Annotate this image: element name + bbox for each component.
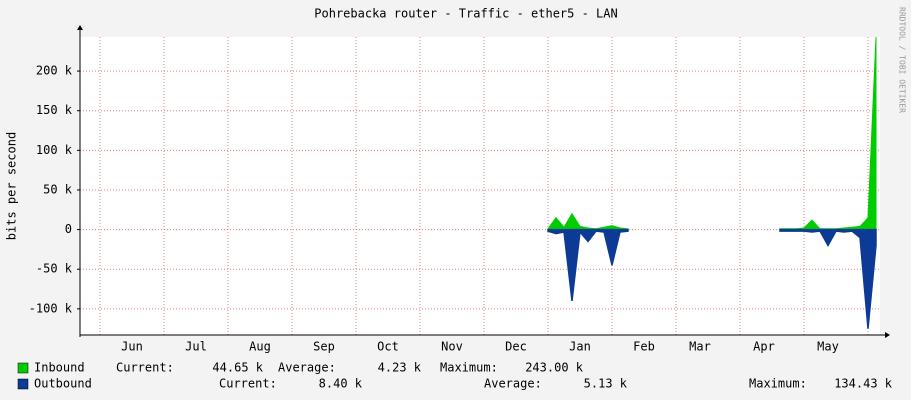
stat-label: Average: xyxy=(484,377,542,391)
y-tick-label: 50 k xyxy=(43,182,73,196)
y-tick-label: -100 k xyxy=(29,301,73,315)
y-tick-label: 0 xyxy=(65,222,72,236)
x-tick-label: Nov xyxy=(441,340,463,354)
x-tick-label: May xyxy=(817,340,839,354)
x-tick-label: Jun xyxy=(121,340,143,354)
x-tick-label: Apr xyxy=(753,340,775,354)
y-arrow xyxy=(77,25,83,30)
y-tick-label: -50 k xyxy=(36,262,73,276)
stat-label: Maximum: xyxy=(749,377,807,391)
y-tick-label: 100 k xyxy=(36,143,73,157)
stat-label: Current: xyxy=(219,377,277,391)
legend-label: Outbound xyxy=(34,377,92,391)
x-tick-label: Jul xyxy=(185,340,207,354)
axes xyxy=(77,25,890,338)
x-tick-label: Feb xyxy=(633,340,655,354)
grid: -100 k -50 k 0 50 k 100 k 150 k 200 k Jun Jul Aug… xyxy=(29,37,880,354)
x-arrow xyxy=(885,332,890,338)
x-tick-label: Mar xyxy=(689,340,711,354)
x-tick-label: Jan xyxy=(569,340,591,354)
y-tick-label: 200 k xyxy=(36,64,73,78)
stat-value: 5.13 k xyxy=(584,377,628,391)
stat-label: Current: xyxy=(116,361,174,375)
chart-title: Pohrebacka router - Traffic - ether5 - L… xyxy=(314,7,617,21)
x-tick-label: Sep xyxy=(313,340,335,354)
legend-swatch xyxy=(17,378,29,390)
stat-label: Maximum: xyxy=(440,361,498,375)
y-tick-label: 150 k xyxy=(36,103,73,117)
x-tick-label: Oct xyxy=(377,340,399,354)
legend-swatch xyxy=(17,362,29,374)
stat-value: 8.40 k xyxy=(319,377,363,391)
stat-value: 243.00 k xyxy=(525,361,584,375)
x-tick-label: Aug xyxy=(249,340,271,354)
legend-label: Inbound xyxy=(34,361,85,375)
stat-value: 4.23 k xyxy=(378,361,422,375)
plot-area xyxy=(80,37,880,335)
area xyxy=(547,228,877,329)
area xyxy=(547,36,877,231)
marks xyxy=(547,36,877,329)
x-tick-label: Dec xyxy=(505,340,527,354)
stat-value: 44.65 k xyxy=(212,361,263,375)
stat-label: Average: xyxy=(278,361,336,375)
credit: RRDTOOL / TOBI OETIKER xyxy=(898,7,907,113)
legend: Inbound Current: 44.65 k Average: 4.23 k Maxi… xyxy=(17,361,893,391)
stat-value: 134.43 k xyxy=(834,377,893,391)
y-axis-label: bits per second xyxy=(5,132,19,240)
